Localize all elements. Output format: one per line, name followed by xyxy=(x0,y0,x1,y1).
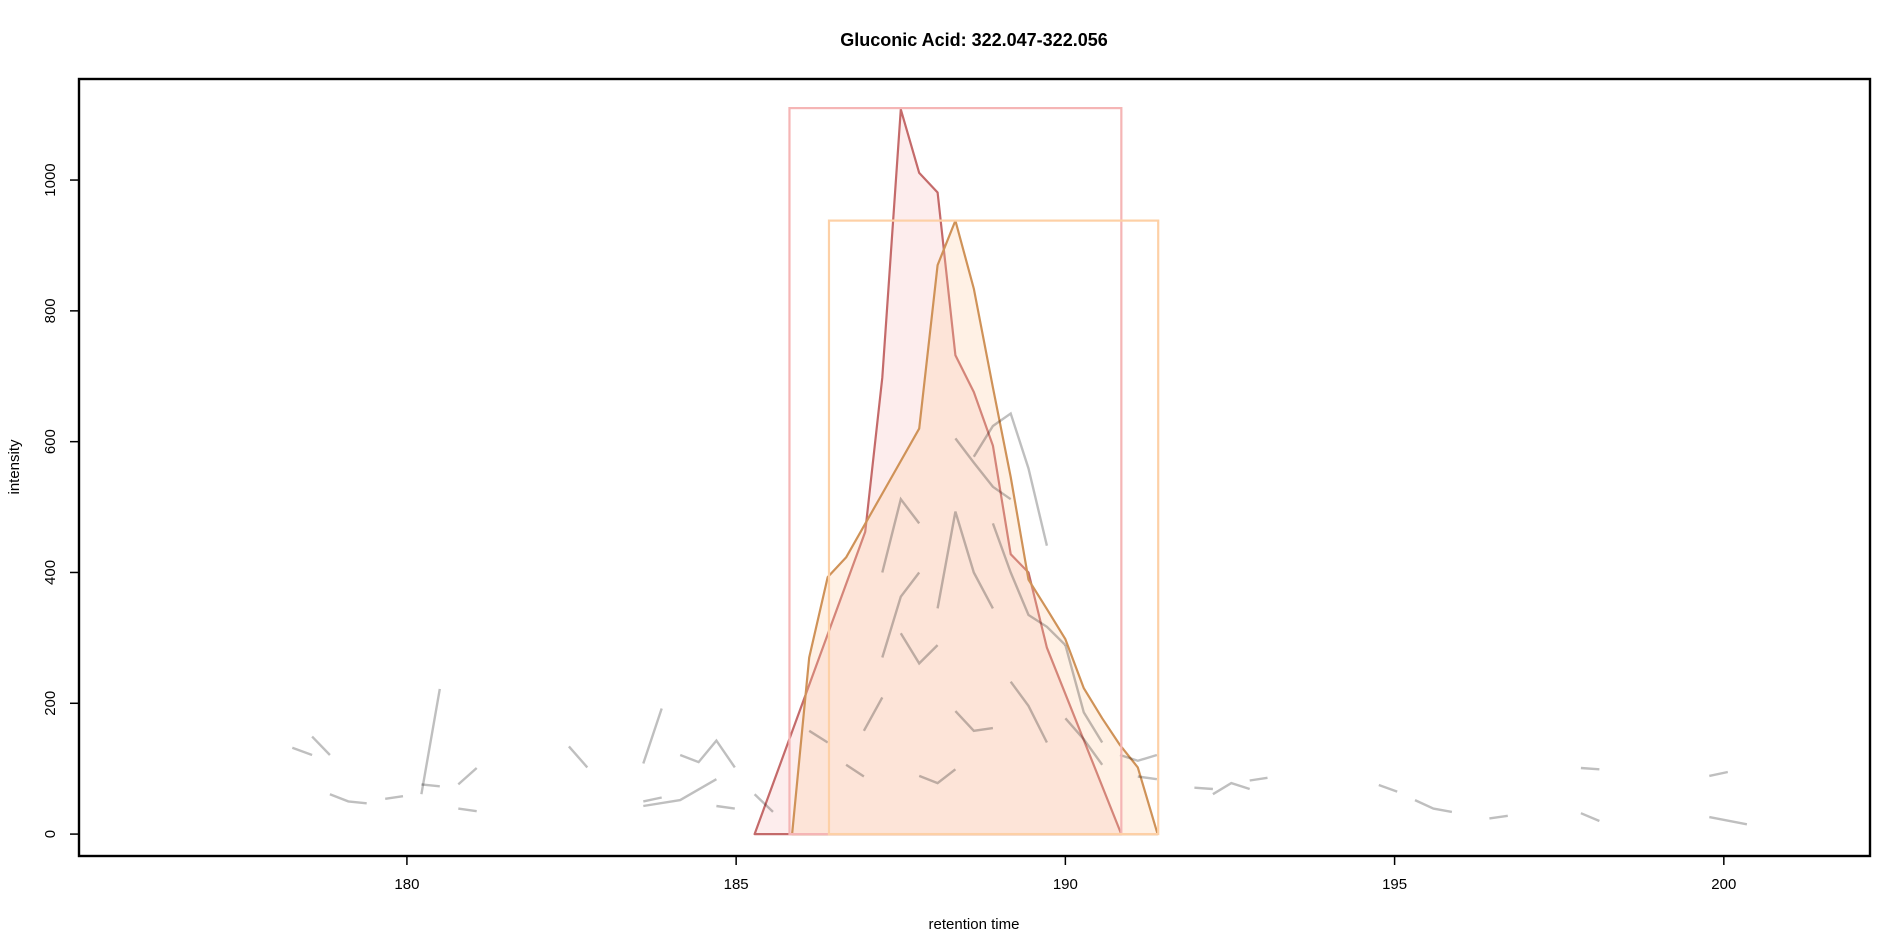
trace xyxy=(1119,753,1158,763)
y-tick-label: 600 xyxy=(42,429,59,454)
x-tick-label: 200 xyxy=(1711,876,1736,893)
trace xyxy=(991,522,1067,646)
trace xyxy=(329,793,367,805)
trace xyxy=(845,763,865,778)
x-tick-label: 190 xyxy=(1053,876,1078,893)
x-tick-label: 180 xyxy=(394,876,419,893)
x-axis-label: retention time xyxy=(929,916,1020,933)
trace xyxy=(1064,644,1104,744)
trace xyxy=(1249,776,1268,782)
trace xyxy=(1709,770,1729,778)
trace xyxy=(458,807,477,813)
y-tick-label: 200 xyxy=(42,691,59,716)
y-tick-label: 800 xyxy=(42,298,59,323)
trace xyxy=(421,783,440,788)
trace xyxy=(567,745,589,769)
trace xyxy=(457,767,478,786)
y-tick-label: 1000 xyxy=(42,163,59,196)
y-axis-label: intensity xyxy=(6,439,23,495)
trace xyxy=(1580,766,1600,771)
trace xyxy=(385,795,404,800)
chart-title: Gluconic Acid: 322.047-322.056 xyxy=(840,30,1107,50)
trace xyxy=(1194,786,1213,791)
trace xyxy=(1009,680,1048,744)
trace xyxy=(1414,799,1453,814)
trace xyxy=(862,696,884,732)
trace xyxy=(753,793,774,813)
trace xyxy=(1212,781,1251,796)
trace xyxy=(808,729,829,744)
trace xyxy=(918,768,957,785)
trace xyxy=(1064,717,1104,766)
trace xyxy=(881,496,921,573)
trace xyxy=(643,796,662,803)
trace xyxy=(311,735,331,756)
peak-area xyxy=(753,108,1123,836)
y-tick-label: 0 xyxy=(42,830,59,838)
trace xyxy=(1378,783,1398,793)
trace xyxy=(1709,815,1748,826)
trace xyxy=(936,511,994,609)
trace xyxy=(954,710,994,733)
trace xyxy=(1489,814,1508,820)
trace xyxy=(899,632,939,666)
y-tick-label: 400 xyxy=(42,560,59,585)
plot-frame xyxy=(77,77,1872,858)
x-tick-label: 195 xyxy=(1382,876,1407,893)
trace xyxy=(420,688,441,795)
trace xyxy=(1580,812,1600,823)
trace xyxy=(716,804,735,810)
trace xyxy=(679,738,736,769)
trace xyxy=(954,437,1012,501)
trace xyxy=(643,778,717,808)
trace xyxy=(972,411,1049,546)
peak-box xyxy=(827,219,1160,836)
trace xyxy=(1137,775,1158,781)
peak-area xyxy=(791,219,1159,836)
trace xyxy=(642,708,663,764)
x-tick-label: 185 xyxy=(724,876,749,893)
trace xyxy=(881,571,921,658)
trace xyxy=(291,746,313,757)
